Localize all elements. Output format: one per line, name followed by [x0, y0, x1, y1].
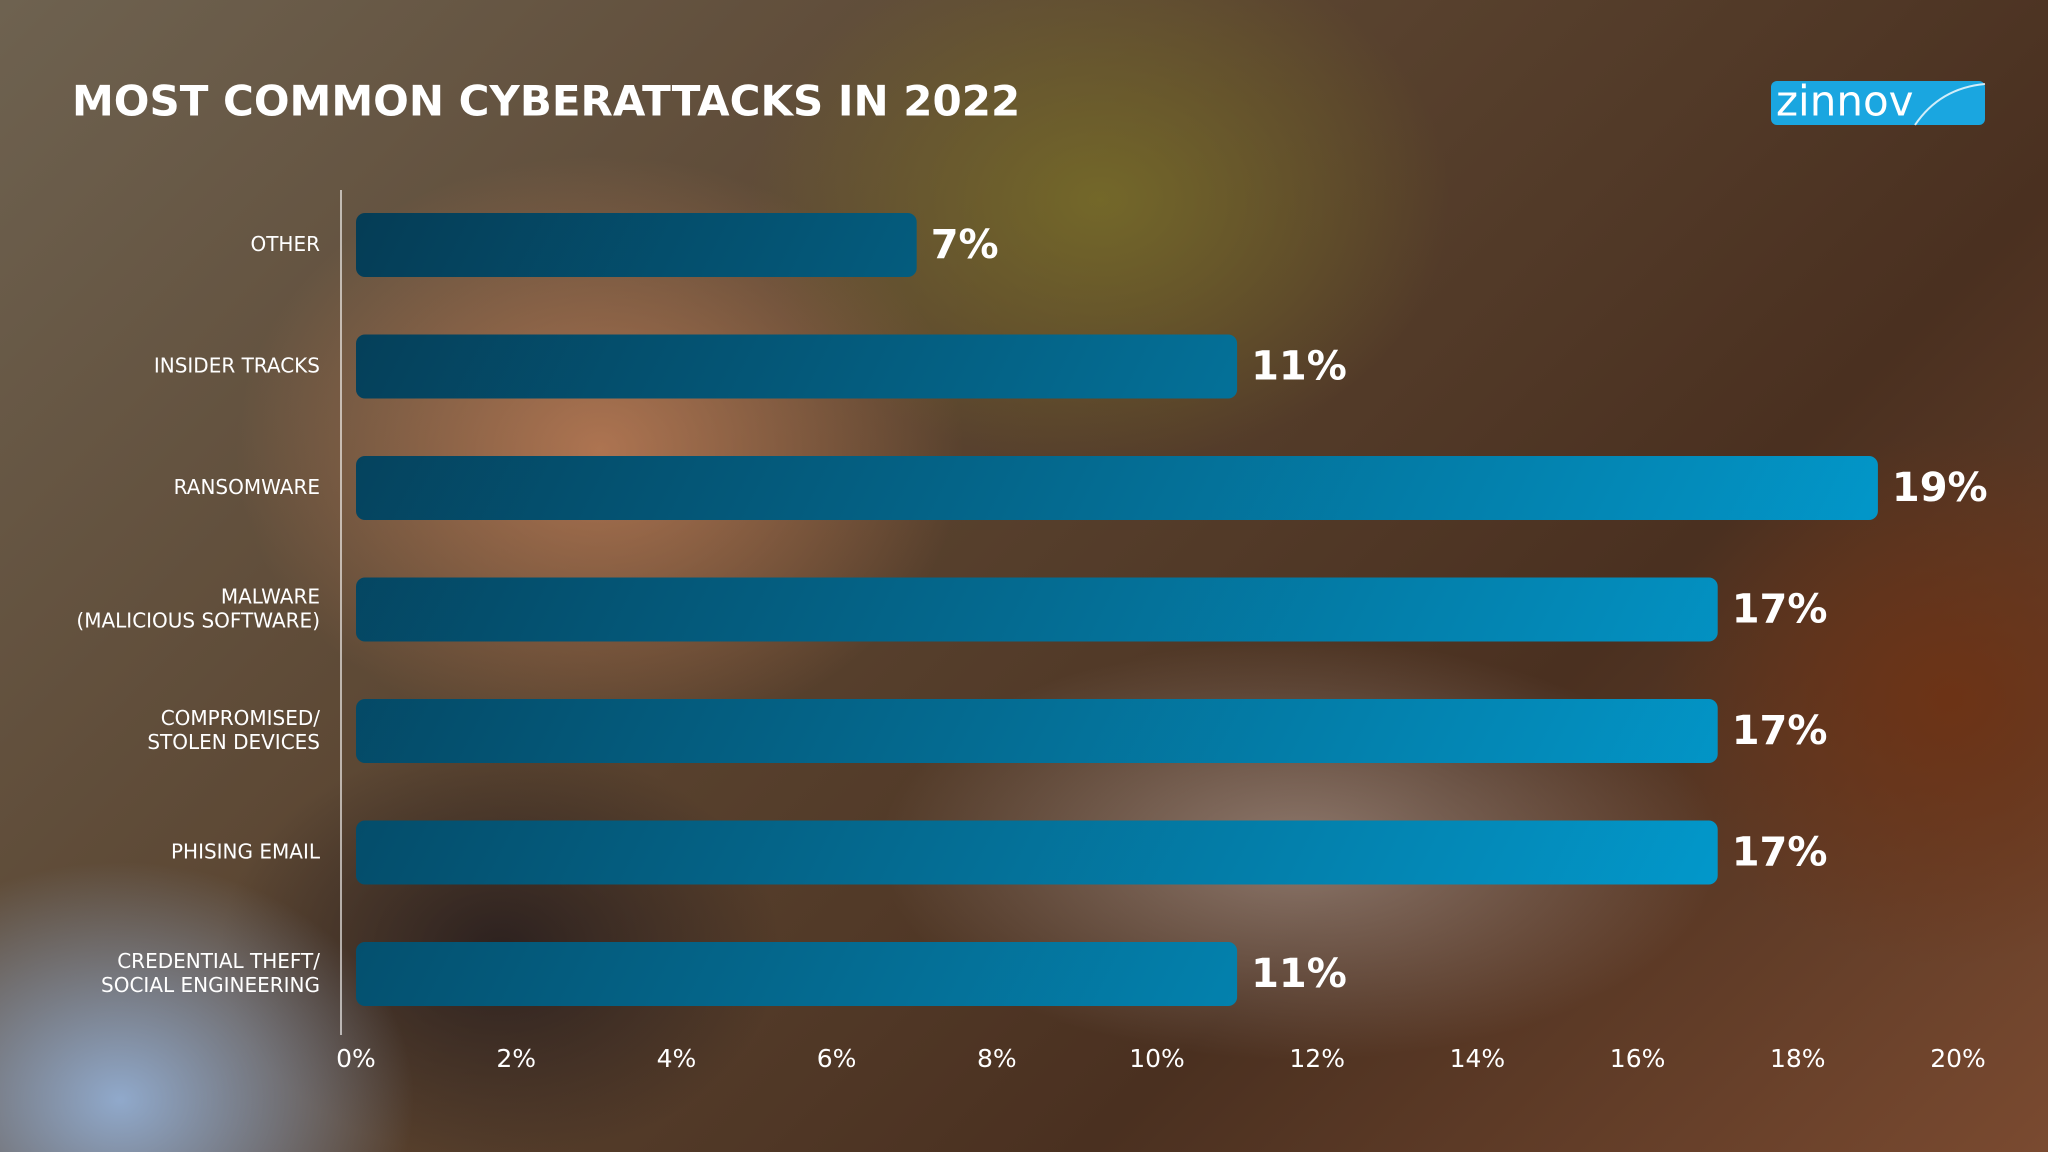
logo-box [1771, 81, 1985, 125]
bar [356, 213, 917, 277]
value-label: 17% [1732, 830, 1828, 876]
x-tick-label: 8% [977, 1044, 1017, 1073]
value-label: 17% [1732, 708, 1828, 754]
category-label: INSIDER TRACKS [154, 353, 320, 377]
x-tick-label: 16% [1610, 1044, 1666, 1073]
value-label: 11% [1251, 951, 1347, 997]
bar [356, 456, 1878, 520]
category-label: MALWARE (MALICIOUS SOFTWARE) [76, 584, 320, 632]
bar [356, 334, 1238, 399]
value-label: 7% [931, 222, 999, 268]
category-label: PHISING EMAIL [171, 839, 321, 863]
category-label: OTHER [250, 232, 320, 256]
bar [356, 942, 1238, 1006]
x-tick-label: 0% [336, 1044, 376, 1073]
x-tick-label: 20% [1930, 1044, 1986, 1073]
x-tick-label: 12% [1289, 1044, 1345, 1073]
category-label: RANSOMWARE [174, 475, 320, 499]
value-label: 11% [1251, 344, 1347, 390]
category-label: CREDENTIAL THEFT/SOCIAL ENGINEERING [101, 949, 320, 997]
x-tick-label: 6% [817, 1044, 857, 1073]
x-tick-label: 14% [1450, 1044, 1506, 1073]
chart-title: MOST COMMON CYBERATTACKS IN 2022 [72, 77, 1020, 126]
logo-text: zinnov [1776, 77, 1914, 126]
bar [356, 577, 1718, 642]
x-tick-label: 4% [657, 1044, 697, 1073]
x-tick-label: 2% [496, 1044, 536, 1073]
bar [356, 820, 1718, 885]
value-label: 17% [1732, 587, 1828, 633]
category-label: COMPROMISED/STOLEN DEVICES [147, 706, 320, 754]
value-label: 19% [1892, 465, 1988, 511]
x-tick-label: 10% [1129, 1044, 1185, 1073]
bar [356, 699, 1718, 763]
x-tick-label: 18% [1770, 1044, 1826, 1073]
